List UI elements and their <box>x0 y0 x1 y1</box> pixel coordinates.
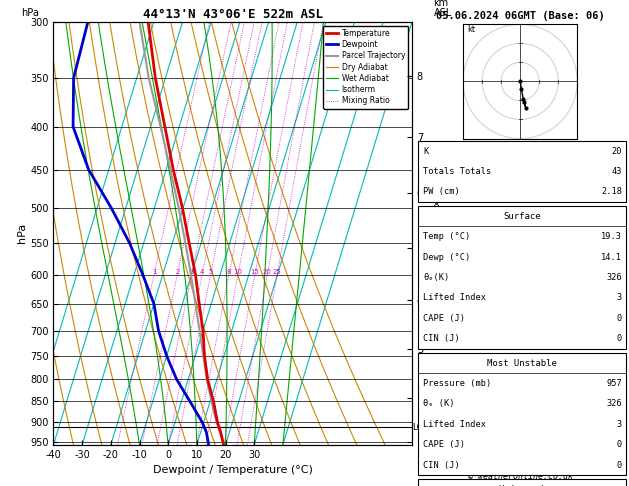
Text: CIN (J): CIN (J) <box>423 461 460 469</box>
Y-axis label: hPa: hPa <box>17 223 27 243</box>
Text: CAPE (J): CAPE (J) <box>423 440 465 449</box>
Text: LCL: LCL <box>413 423 428 432</box>
Text: Temp (°C): Temp (°C) <box>423 232 470 241</box>
Text: 10: 10 <box>233 269 243 275</box>
Text: 0: 0 <box>617 461 622 469</box>
Text: 326: 326 <box>606 399 622 408</box>
Text: 3: 3 <box>617 294 622 302</box>
Text: kt: kt <box>467 25 475 34</box>
Text: θₑ(K): θₑ(K) <box>423 273 450 282</box>
Text: hPa: hPa <box>21 8 39 17</box>
Text: 1: 1 <box>152 269 156 275</box>
Legend: Temperature, Dewpoint, Parcel Trajectory, Dry Adiabat, Wet Adiabat, Isotherm, Mi: Temperature, Dewpoint, Parcel Trajectory… <box>323 26 408 108</box>
Text: 25: 25 <box>273 269 282 275</box>
Text: 326: 326 <box>606 273 622 282</box>
Text: 5: 5 <box>208 269 213 275</box>
Text: 2.18: 2.18 <box>601 188 622 196</box>
Text: 14.1: 14.1 <box>601 253 622 261</box>
Text: 0: 0 <box>617 334 622 343</box>
Text: 4: 4 <box>200 269 204 275</box>
Text: © weatheronline.co.uk: © weatheronline.co.uk <box>469 472 573 481</box>
Y-axis label: Mixing Ratio (g/kg): Mixing Ratio (g/kg) <box>431 191 440 276</box>
Text: CIN (J): CIN (J) <box>423 334 460 343</box>
Text: km
ASL: km ASL <box>433 0 452 17</box>
Text: 957: 957 <box>606 379 622 388</box>
Text: 43: 43 <box>611 167 622 176</box>
Text: Dewp (°C): Dewp (°C) <box>423 253 470 261</box>
Text: K: K <box>423 147 428 156</box>
Text: 05.06.2024 06GMT (Base: 06): 05.06.2024 06GMT (Base: 06) <box>437 11 605 21</box>
Text: θₑ (K): θₑ (K) <box>423 399 455 408</box>
Text: Lifted Index: Lifted Index <box>423 420 486 429</box>
Text: CAPE (J): CAPE (J) <box>423 314 465 323</box>
Text: Most Unstable: Most Unstable <box>487 359 557 367</box>
Text: Lifted Index: Lifted Index <box>423 294 486 302</box>
Text: 3: 3 <box>189 269 194 275</box>
Text: Totals Totals: Totals Totals <box>423 167 492 176</box>
Text: 8: 8 <box>226 269 231 275</box>
Text: 15: 15 <box>250 269 259 275</box>
Text: 19.3: 19.3 <box>601 232 622 241</box>
Text: 0: 0 <box>617 440 622 449</box>
Text: 0: 0 <box>617 314 622 323</box>
Text: 20: 20 <box>263 269 272 275</box>
Text: Hodograph: Hodograph <box>498 485 546 486</box>
Text: 2: 2 <box>175 269 179 275</box>
Text: Pressure (mb): Pressure (mb) <box>423 379 492 388</box>
Text: Surface: Surface <box>503 212 541 221</box>
Text: 20: 20 <box>611 147 622 156</box>
X-axis label: Dewpoint / Temperature (°C): Dewpoint / Temperature (°C) <box>153 465 313 475</box>
Text: PW (cm): PW (cm) <box>423 188 460 196</box>
Text: 3: 3 <box>617 420 622 429</box>
Title: 44°13'N 43°06'E 522m ASL: 44°13'N 43°06'E 522m ASL <box>143 8 323 21</box>
